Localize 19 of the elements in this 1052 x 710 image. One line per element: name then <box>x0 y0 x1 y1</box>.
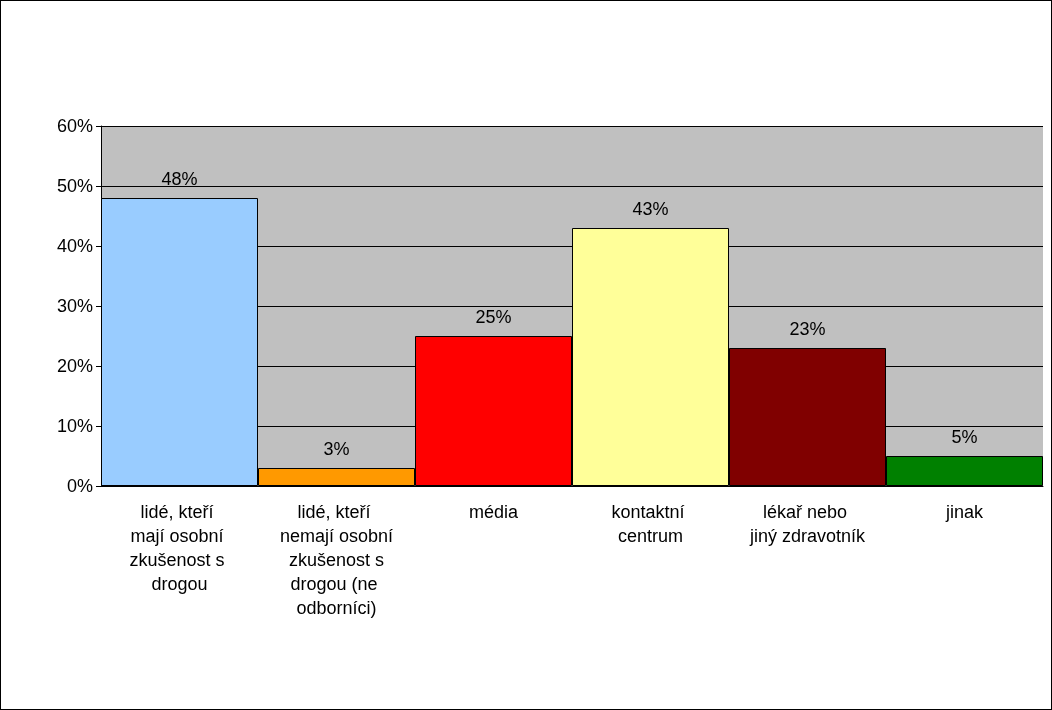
data-label: 23% <box>789 319 826 339</box>
y-tick-label: 40% <box>56 236 93 256</box>
data-label: 3% <box>323 439 350 459</box>
x-tick-label: lidé, kteří mají osobní zkušenost s drogou <box>129 502 230 594</box>
x-tick-label: kontaktní centrum <box>611 502 690 546</box>
data-label: 5% <box>951 427 978 447</box>
x-tick-label: lidé, kteří nemají osobní zkušenost s drogou (ne odborníci) <box>279 502 394 618</box>
x-tick-label: média <box>468 502 519 522</box>
y-tick-label: 50% <box>56 176 93 196</box>
y-tick-label: 30% <box>56 296 93 316</box>
y-tick-label: 60% <box>56 116 93 136</box>
data-label: 48% <box>161 169 198 189</box>
x-tick-label: jinak <box>944 502 984 522</box>
y-tick-label: 0% <box>66 476 93 496</box>
y-tick-label: 10% <box>56 416 93 436</box>
data-label: 25% <box>475 307 512 327</box>
y-tick-label: 20% <box>56 356 93 376</box>
x-tick-label: lékař nebo jiný zdravotník <box>748 502 867 546</box>
data-label: 43% <box>632 199 669 219</box>
